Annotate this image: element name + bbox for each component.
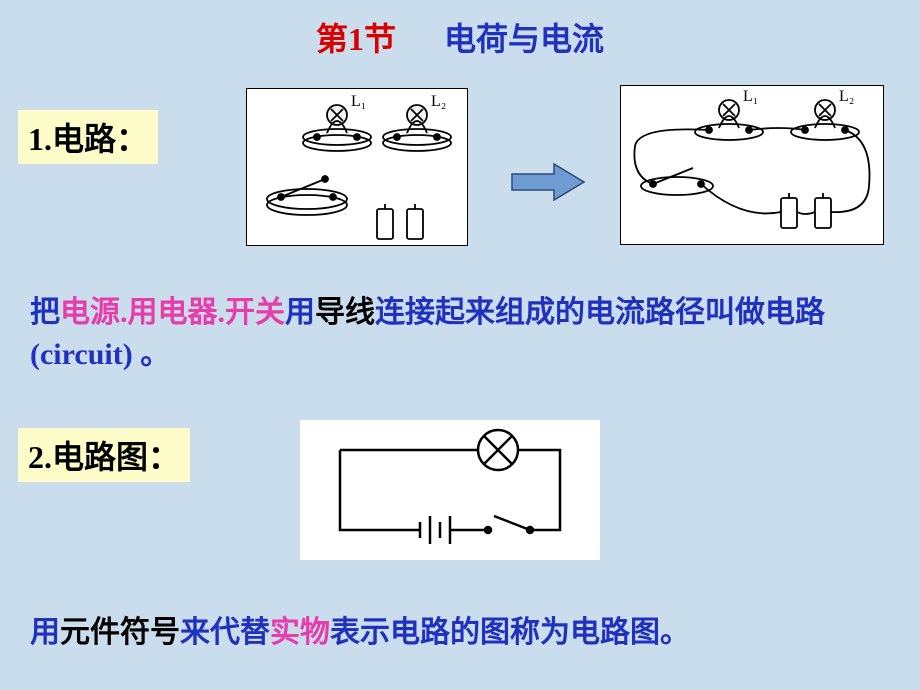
- desc1-t2: 电源.用电器.开关: [60, 296, 285, 329]
- title-main: 电荷与电流: [404, 21, 604, 57]
- section2-heading: 2.电路图：: [18, 428, 190, 482]
- desc1-t3: 用: [285, 296, 315, 329]
- illustration-connected: L₁ L₂: [620, 85, 884, 245]
- desc2-t1: 用: [30, 616, 60, 649]
- title-section: 第1节: [316, 21, 396, 57]
- section2-description: 用元件符号来代替实物表示电路的图称为电路图。: [30, 607, 690, 651]
- desc2-t5: 表示电路的图称为电路图。: [330, 616, 690, 649]
- desc2-t4: 实物: [270, 616, 330, 649]
- desc1-t1: 把: [30, 296, 60, 329]
- connected-svg: [621, 86, 885, 246]
- schematic-svg: [300, 420, 600, 560]
- label-l2-right: L₂: [839, 88, 854, 106]
- label-l1-left: L₁: [351, 93, 366, 111]
- label-l2-left: L₂: [431, 93, 446, 111]
- page-title-row: 第1节 电荷与电流: [0, 14, 920, 60]
- section1-description: 把电源.用电器.开关用导线连接起来组成的电流路径叫做电路(circuit) 。: [30, 292, 920, 376]
- arrow-icon: [510, 162, 586, 202]
- schematic-diagram: [300, 420, 600, 560]
- desc2-t3: 来代替: [180, 616, 270, 649]
- label-l1-right: L₁: [743, 88, 758, 106]
- illustration-unconnected: L₁ L₂: [246, 88, 468, 246]
- unconnected-svg: [247, 89, 469, 247]
- desc2-t2: 元件符号: [60, 616, 180, 649]
- section1-heading: 1.电路：: [18, 110, 158, 164]
- desc1-t4: 导线: [315, 296, 375, 329]
